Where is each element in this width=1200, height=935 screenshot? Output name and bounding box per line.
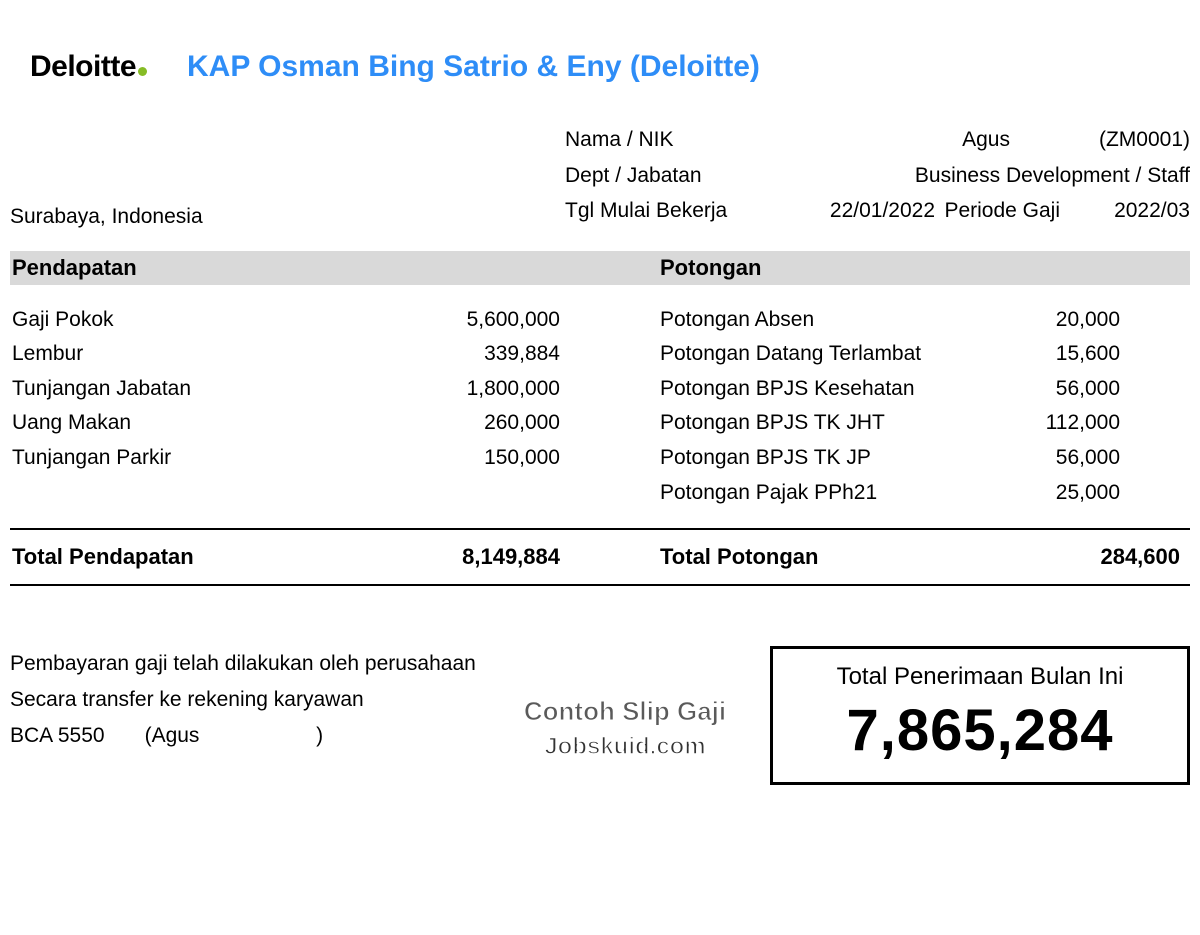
section-headers: Pendapatan Potongan: [10, 251, 1190, 285]
income-row: Uang Makan260,000: [12, 406, 630, 441]
deduction-amount: 56,000: [990, 372, 1190, 407]
income-label: Gaji Pokok: [12, 303, 430, 338]
footer: Pembayaran gaji telah dilakukan oleh per…: [10, 646, 1190, 785]
name-label: Nama / NIK: [565, 124, 765, 156]
deduction-amount: 56,000: [990, 441, 1190, 476]
income-amount: 150,000: [430, 441, 630, 476]
total-income-amount: 8,149,884: [430, 544, 630, 570]
deduction-row: Potongan BPJS Kesehatan56,000: [660, 372, 1190, 407]
deduction-label: Potongan BPJS Kesehatan: [660, 372, 990, 407]
watermark-line1: Contoh Slip Gaji: [480, 696, 770, 727]
watermark-line2: Jobskuid.com: [480, 733, 770, 761]
line-items: Gaji Pokok5,600,000Lembur339,884Tunjanga…: [10, 285, 1190, 521]
net-pay-box: Total Penerimaan Bulan Ini 7,865,284: [770, 646, 1190, 785]
employee-name: Agus: [765, 124, 1040, 156]
period-label: Periode Gaji: [935, 195, 1080, 227]
deduction-row: Potongan BPJS TK JP56,000: [660, 441, 1190, 476]
total-deduction-label: Total Potongan: [660, 544, 990, 570]
deduction-amount: 20,000: [990, 303, 1190, 338]
period: 2022/03: [1080, 195, 1190, 227]
payment-line1: Pembayaran gaji telah dilakukan oleh per…: [10, 646, 480, 682]
deduction-row: Potongan Datang Terlambat15,600: [660, 337, 1190, 372]
deduction-amount: 25,000: [990, 476, 1190, 511]
deduction-label: Potongan Datang Terlambat: [660, 337, 990, 372]
total-deduction-amount: 284,600: [990, 544, 1190, 570]
income-amount: 1,800,000: [430, 372, 630, 407]
income-amount: 5,600,000: [430, 303, 630, 338]
employee-dept: Business Development / Staff: [765, 160, 1190, 192]
income-amount: 260,000: [430, 406, 630, 441]
deduction-amount: 112,000: [990, 406, 1190, 441]
income-label: Tunjangan Jabatan: [12, 372, 430, 407]
income-amount: 339,884: [430, 337, 630, 372]
payment-note: Pembayaran gaji telah dilakukan oleh per…: [10, 646, 480, 785]
net-label: Total Penerimaan Bulan Ini: [803, 663, 1157, 691]
income-row: Tunjangan Jabatan1,800,000: [12, 372, 630, 407]
totals-row: Total Pendapatan 8,149,884 Total Potonga…: [10, 528, 1190, 586]
deduction-row: Potongan Absen20,000: [660, 303, 1190, 338]
payment-line2: Secara transfer ke rekening karyawan: [10, 682, 480, 718]
deduction-list: Potongan Absen20,000Potongan Datang Terl…: [630, 303, 1190, 511]
income-row: Tunjangan Parkir150,000: [12, 441, 630, 476]
employee-info: Surabaya, Indonesia Nama / NIK Agus (ZM0…: [10, 124, 1190, 231]
location: Surabaya, Indonesia: [10, 124, 565, 231]
payment-holder: (Agus ): [145, 718, 324, 754]
deduction-label: Potongan BPJS TK JP: [660, 441, 990, 476]
watermark: Contoh Slip Gaji Jobskuid.com: [480, 646, 770, 785]
company-title: KAP Osman Bing Satrio & Eny (Deloitte): [187, 50, 760, 84]
deduction-row: Potongan BPJS TK JHT112,000: [660, 406, 1190, 441]
deduction-amount: 15,600: [990, 337, 1190, 372]
income-label: Lembur: [12, 337, 430, 372]
dept-label: Dept / Jabatan: [565, 160, 765, 192]
net-amount: 7,865,284: [803, 697, 1157, 764]
income-row: Gaji Pokok5,600,000: [12, 303, 630, 338]
income-row: Lembur339,884: [12, 337, 630, 372]
deduction-label: Potongan Pajak PPh21: [660, 476, 990, 511]
payment-bank: BCA 5550: [10, 718, 105, 754]
deduction-label: Potongan BPJS TK JHT: [660, 406, 990, 441]
income-label: Tunjangan Parkir: [12, 441, 430, 476]
deloitte-logo: Deloitte: [30, 50, 147, 84]
logo-dot-icon: [138, 67, 147, 76]
deduction-row: Potongan Pajak PPh2125,000: [660, 476, 1190, 511]
income-header: Pendapatan: [10, 255, 630, 281]
header: Deloitte KAP Osman Bing Satrio & Eny (De…: [10, 50, 1190, 84]
income-label: Uang Makan: [12, 406, 430, 441]
total-income-label: Total Pendapatan: [12, 544, 430, 570]
deduction-label: Potongan Absen: [660, 303, 990, 338]
logo-text: Deloitte: [30, 50, 136, 84]
deduction-header: Potongan: [630, 255, 1190, 281]
employee-nik: (ZM0001): [1040, 124, 1190, 156]
income-list: Gaji Pokok5,600,000Lembur339,884Tunjanga…: [10, 303, 630, 511]
start-label: Tgl Mulai Bekerja: [565, 195, 765, 227]
start-date: 22/01/2022: [765, 195, 935, 227]
